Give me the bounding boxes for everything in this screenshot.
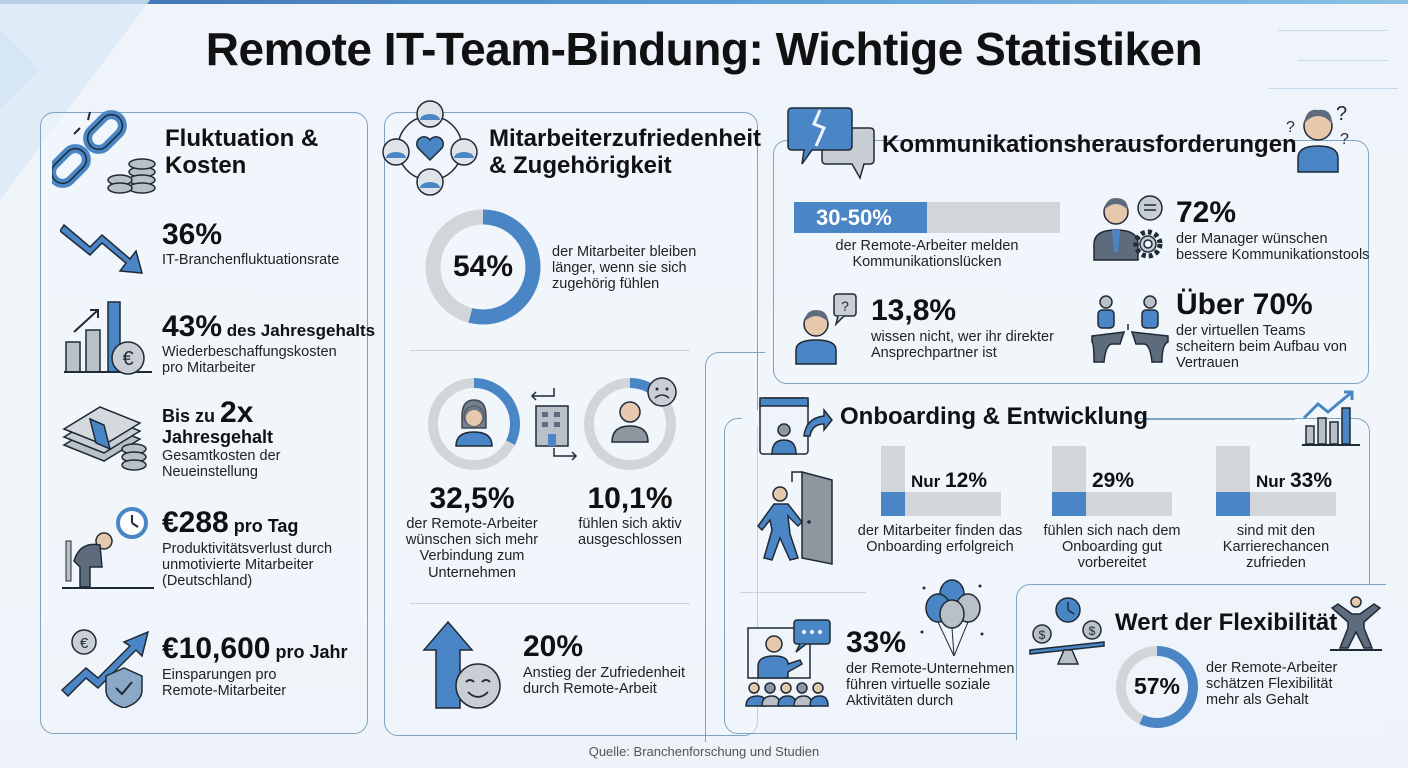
svg-text:?: ? [1336, 103, 1347, 125]
up-arrow-smiley-icon [422, 620, 501, 709]
onboarding-stat-3-value: Nur 33% [1256, 469, 1333, 492]
belonging-desc: der Mitarbeiter bleiben länger, wenn sie… [552, 244, 697, 293]
svg-text:$: $ [1039, 628, 1046, 642]
panel-fluktuation [40, 112, 368, 734]
svg-text:$: $ [1089, 624, 1096, 638]
stat-excluded: 10,1% fühlen sich aktiv ausgeschlossen [578, 482, 682, 549]
communication-gaps-fill [794, 202, 927, 233]
onboarding-stat-1: Nur 12% [881, 446, 1001, 516]
broken-chain-coins-icon [52, 110, 156, 194]
onboarding-screen-icon [759, 397, 833, 455]
onboarding-stat-1-desc: der Mitarbeiter finden das Onboarding er… [857, 523, 1023, 556]
panel-zufriedenheit-mask [705, 352, 765, 742]
connection-donut-chart [428, 378, 520, 470]
virtual-meeting-icon [745, 619, 831, 707]
separator [410, 603, 690, 604]
stat-rehire-cost: Bis zu 2x Jahresgehalt Gesamtkosten der … [162, 396, 281, 481]
stat-savings: €10,600 pro Jahr Einsparungen pro Remote… [162, 632, 348, 700]
savings-shield-arrow-icon: € [60, 629, 150, 708]
office-building-arrows-icon [530, 388, 578, 461]
stat-social-activities: 33% der Remote-Unternehmen führen virtue… [846, 626, 1015, 710]
broken-chat-bubbles-icon [787, 107, 875, 180]
zufriedenheit-title: Mitarbeiterzufriedenheit & Zugehörigkeit [489, 125, 762, 179]
bar-fill [881, 492, 905, 516]
team-heart-network-icon [382, 100, 478, 196]
person-entering-door-icon [757, 471, 833, 565]
stat-managers: 72% der Manager wünschen bessere Kommuni… [1176, 196, 1370, 264]
onboarding-stat-3: Nur 33% [1216, 446, 1336, 516]
money-stack-icon [62, 406, 147, 471]
stat-productivity-loss: €288 pro Tag Produktivitätsverlust durch… [162, 506, 333, 590]
decorative-circuit [1258, 10, 1408, 100]
flexibility-value: 57% [1133, 673, 1181, 699]
svg-text:?: ? [1286, 119, 1295, 136]
communication-gaps-bar: 30-50% [794, 202, 1060, 233]
broken-bridge-people-icon [1091, 295, 1169, 363]
stat-replacement-cost: 43% des Jahresgehalts Wiederbeschaffungs… [162, 310, 376, 377]
growth-chart-icon [1302, 390, 1360, 446]
svg-text:€: € [80, 635, 89, 652]
svg-text:€: € [122, 348, 133, 370]
manager-gear-chat-icon [1093, 195, 1163, 261]
communication-gaps-desc: der Remote-Arbeiter melden Kommunikation… [835, 238, 1019, 271]
onboarding-stat-2-desc: fühlen sich nach dem Onboarding gut vorb… [1043, 523, 1181, 572]
balloons-icon [920, 579, 984, 657]
panel-kommunikation [773, 140, 1369, 384]
kommunikation-title: Kommunikationsherausforderungen [882, 131, 1297, 158]
decorative-diamond [0, 30, 40, 110]
down-trend-arrow-icon [60, 223, 144, 274]
onboarding-stat-3-desc: sind mit den Karrierechancen zufrieden [1222, 523, 1330, 572]
flexibility-donut-chart [1116, 646, 1198, 728]
separator [410, 350, 690, 351]
onboarding-stat-2-value: 29% [1092, 469, 1135, 492]
balance-scale-clock-icon: $ $ [1029, 597, 1105, 665]
onboarding-title-line [1145, 418, 1295, 420]
stressed-person-clock-icon [62, 507, 154, 589]
onboarding-stat-2: 29% [1052, 446, 1172, 516]
onboarding-title: Onboarding & Entwicklung [840, 403, 1148, 430]
stat-contact: 13,8% wissen nicht, wer ihr direkter Ans… [871, 294, 1054, 362]
bar-chart-euro-icon: € [64, 301, 152, 375]
free-person-icon [1330, 596, 1382, 651]
top-accent-bar [0, 0, 1408, 4]
svg-text:?: ? [841, 298, 849, 314]
panel-onboarding-title-gap [742, 410, 1136, 426]
bar-fill [1216, 492, 1250, 516]
bar-fill [1052, 492, 1086, 516]
flexibilitaet-title: Wert der Flexibilität [1115, 609, 1338, 636]
onboarding-stat-1-value: Nur 12% [911, 469, 988, 492]
source-footer: Quelle: Branchenforschung und Studien [588, 744, 820, 759]
stat-trust: Über 70% der virtuellen Teams scheitern … [1176, 288, 1347, 372]
person-question-icon: ? [795, 293, 857, 365]
confused-person-icon: ? ? ? [1286, 103, 1349, 173]
flexibility-desc: der Remote-Arbeiter schätzen Flexibilitä… [1206, 660, 1338, 709]
stat-connection: 32,5% der Remote-Arbeiter wünschen sich … [405, 482, 539, 581]
svg-text:?: ? [1340, 131, 1349, 148]
excluded-donut-chart [584, 377, 677, 470]
belonging-donut-chart [425, 209, 541, 325]
separator [740, 592, 866, 593]
communication-gaps-value: 30-50% [816, 205, 892, 230]
stat-turnover: 36% IT-Branchenfluktuationsrate [162, 218, 340, 269]
belonging-value: 54% [452, 250, 514, 283]
stat-satisfaction-increase: 20% Anstieg der Zufriedenheit durch Remo… [523, 630, 686, 698]
page-title: Remote IT-Team-Bindung: Wichtige Statist… [205, 23, 1203, 75]
fluktuation-title: Fluktuation & Kosten [165, 125, 319, 179]
